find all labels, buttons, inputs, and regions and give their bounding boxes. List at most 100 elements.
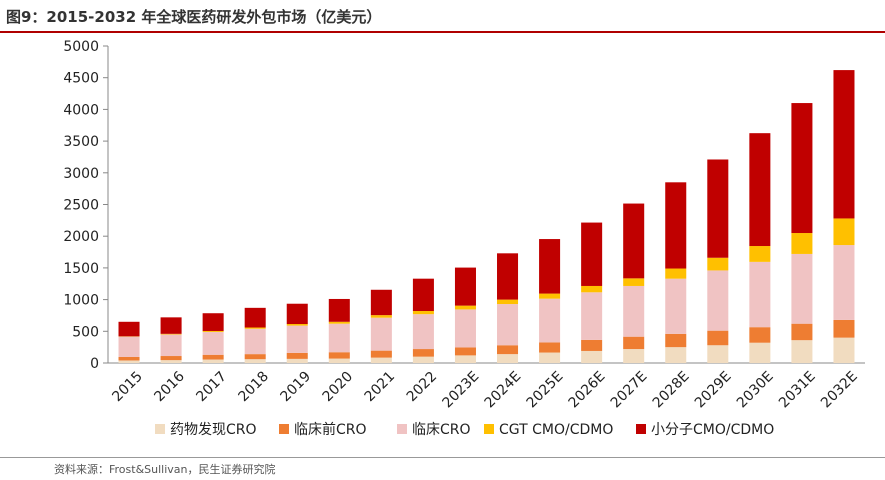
bar-segment xyxy=(202,313,224,331)
legend-label: 临床前CRO xyxy=(294,421,367,438)
legend-swatch xyxy=(484,424,494,434)
bar-segment xyxy=(244,307,266,328)
y-tick-label: 2500 xyxy=(63,198,99,214)
x-tick-label: 2024E xyxy=(482,369,525,412)
legend-label: CGT CMO/CDMO xyxy=(499,422,613,438)
bar-segment xyxy=(244,354,266,360)
bar-segment xyxy=(454,347,476,356)
bar-segment xyxy=(202,330,224,332)
bar-segment xyxy=(623,203,645,279)
source-note: 资料来源：Frost&Sullivan，民生证券研究院 xyxy=(54,463,276,476)
bar-segment xyxy=(833,319,855,338)
y-tick-label: 5000 xyxy=(63,39,99,55)
bar-segment xyxy=(623,285,645,337)
bar-segment xyxy=(328,352,350,359)
bar-segment xyxy=(412,311,434,315)
legend: 药物发现CRO 临床前CRO 临床CRO CGT CMO/CDMO 小分子CMO/CDM… xyxy=(155,421,774,438)
bar-segment xyxy=(454,355,476,363)
bar-segment xyxy=(244,359,266,363)
bar-segment xyxy=(370,317,392,351)
bar-segment xyxy=(286,358,308,363)
y-tick-label: 2000 xyxy=(63,229,99,245)
y-tick-label: 4000 xyxy=(63,102,99,118)
y-tick-label: 3500 xyxy=(63,134,99,150)
bar-segment xyxy=(202,354,224,360)
bar-segment xyxy=(539,298,561,343)
x-tick-label: 2025E xyxy=(524,369,567,412)
bar-segment xyxy=(286,303,308,325)
y-tick-label: 0 xyxy=(90,356,99,372)
bar-segment xyxy=(581,339,603,351)
stacked-bar-chart: 0 500 1000 1500 2000 2500 3000 3500 4000 4500 5000… xyxy=(63,39,865,438)
bar-segment xyxy=(497,253,519,300)
bar-segment xyxy=(454,305,476,310)
bar-segment xyxy=(539,352,561,363)
bar-segment xyxy=(833,218,855,246)
y-tick-label: 3000 xyxy=(63,166,99,182)
bar-segment xyxy=(286,352,308,359)
bar-segment xyxy=(749,246,771,262)
legend-label: 小分子CMO/CDMO xyxy=(651,422,774,438)
x-tick-label: 2018 xyxy=(236,369,273,406)
x-tick-label: 2030E xyxy=(734,369,777,412)
bar-segment xyxy=(791,103,813,234)
x-tick-label: 2022 xyxy=(404,369,441,406)
bar-segment xyxy=(791,323,813,341)
bar-segment xyxy=(497,299,519,305)
x-tick-label: 2016 xyxy=(151,368,188,405)
bar-segment xyxy=(286,324,308,326)
bar-segment xyxy=(581,292,603,340)
x-tick-label: 2015 xyxy=(109,369,146,406)
bar-segment xyxy=(707,159,729,258)
bar-segment xyxy=(370,315,392,318)
bar-segment xyxy=(118,360,140,363)
bar-segment xyxy=(665,182,687,269)
bar-segment xyxy=(833,245,855,320)
bar-segment xyxy=(539,239,561,294)
bar-segment xyxy=(791,340,813,363)
bar-segment xyxy=(412,356,434,363)
bar-segment xyxy=(749,342,771,363)
x-tick-label: 2019 xyxy=(278,369,315,406)
bar-segment xyxy=(160,334,182,357)
legend-swatch xyxy=(397,424,407,434)
x-tick-label: 2020 xyxy=(320,369,357,406)
bar-segment xyxy=(665,268,687,279)
bar-segment xyxy=(328,358,350,363)
x-tick-label: 2017 xyxy=(193,369,230,406)
bar-segment xyxy=(286,325,308,353)
bar-segment xyxy=(202,359,224,363)
bar-segment xyxy=(707,345,729,363)
bar-segment xyxy=(160,356,182,361)
bar-segment xyxy=(581,350,603,363)
title-divider xyxy=(0,31,885,33)
x-axis: 2015 2016 2017 2018 2019 2020 2021 2022 2023E 202… xyxy=(108,362,865,412)
bar-segment xyxy=(160,333,182,335)
bar-segment xyxy=(791,233,813,254)
bar-segment xyxy=(328,321,350,324)
bar-segment xyxy=(749,133,771,247)
bar-segment xyxy=(623,278,645,286)
x-tick-label: 2026E xyxy=(566,369,609,412)
legend-label: 临床CRO xyxy=(412,422,471,438)
bar-segment xyxy=(244,328,266,355)
footer-divider xyxy=(0,457,885,458)
bar-segment xyxy=(118,356,140,361)
bar-segment xyxy=(539,342,561,353)
bar-segment xyxy=(539,293,561,299)
x-tick-label: 2031E xyxy=(776,369,819,412)
bars-group xyxy=(118,70,855,363)
bar-segment xyxy=(328,298,350,322)
bar-segment xyxy=(497,354,519,363)
bar-segment xyxy=(497,304,519,346)
bar-segment xyxy=(707,270,729,331)
y-axis: 0 500 1000 1500 2000 2500 3000 3500 4000 4500 5000 xyxy=(63,39,109,372)
bar-segment xyxy=(707,330,729,346)
chart-title: 图9：2015-2032 年全球医药研发外包市场（亿美元） xyxy=(6,8,382,26)
legend-label: 药物发现CRO xyxy=(170,422,257,438)
bar-segment xyxy=(665,333,687,348)
bar-segment xyxy=(412,314,434,350)
bar-segment xyxy=(160,317,182,334)
bar-segment xyxy=(623,336,645,350)
bar-segment xyxy=(749,261,771,328)
